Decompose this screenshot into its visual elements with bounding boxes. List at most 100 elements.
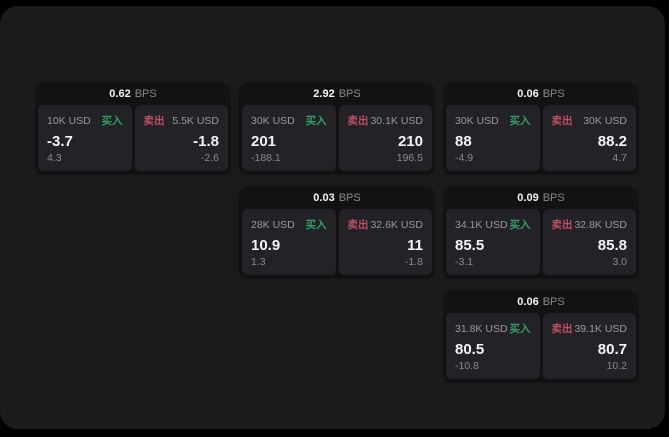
buy-amount-label: 30K USD [455, 114, 499, 127]
quote-card: 0.09 BPS 34.1K USD 买入 85.5 -3.1 卖出 32.8K… [443, 187, 639, 279]
buy-panel-header: 28K USD 买入 [251, 217, 327, 232]
buy-panel[interactable]: 28K USD 买入 10.9 1.3 [242, 209, 336, 275]
buy-panel[interactable]: 10K USD 买入 -3.7 4.3 [38, 105, 132, 171]
buy-delta-value: -3.1 [455, 256, 474, 268]
quote-panels: 30K USD 买入 88 -4.9 卖出 30K USD 88.2 4.7 [446, 105, 636, 171]
sell-amount-label: 39.1K USD [574, 322, 627, 335]
quote-card: 0.06 BPS 31.8K USD 买入 80.5 -10.8 卖出 39.1… [443, 291, 639, 383]
buy-side-label: 买入 [509, 219, 531, 231]
buy-side-label: 买入 [509, 115, 531, 127]
buy-panel-header: 31.8K USD 买入 [455, 321, 531, 336]
buy-delta-value: -10.8 [455, 360, 479, 372]
buy-price-value: -3.7 [47, 132, 73, 150]
buy-panel[interactable]: 30K USD 买入 201 -188.1 [242, 105, 336, 171]
sell-panel[interactable]: 卖出 39.1K USD 80.7 10.2 [542, 313, 636, 379]
bps-value: 0.09 [517, 192, 539, 204]
sell-panel[interactable]: 卖出 30K USD 88.2 4.7 [542, 105, 636, 171]
quote-card: 0.06 BPS 30K USD 买入 88 -4.9 卖出 30K USD 8… [443, 83, 639, 175]
bps-value: 2.92 [313, 88, 335, 100]
bps-unit-label: BPS [542, 296, 565, 308]
sell-panel-header: 卖出 5.5K USD [144, 113, 220, 128]
buy-delta-value: -188.1 [251, 152, 281, 164]
bps-value: 0.62 [109, 88, 131, 100]
buy-amount-label: 30K USD [251, 114, 295, 127]
bps-unit-label: BPS [338, 88, 361, 100]
sell-panel-header: 卖出 32.8K USD [552, 217, 628, 232]
app-background: 0.62 BPS 10K USD 买入 -3.7 4.3 卖出 5.5K USD… [0, 6, 665, 429]
bps-header: 0.06 BPS [446, 83, 636, 105]
buy-price-value: 88 [455, 132, 472, 150]
sell-panel-header: 卖出 30K USD [552, 113, 628, 128]
bps-unit-label: BPS [134, 88, 157, 100]
sell-panel[interactable]: 卖出 30.1K USD 210 196.5 [338, 105, 432, 171]
buy-panel-header: 10K USD 买入 [47, 113, 123, 128]
buy-price-value: 80.5 [455, 340, 485, 358]
sell-side-label: 卖出 [347, 219, 369, 231]
sell-panel[interactable]: 卖出 32.6K USD 11 -1.8 [338, 209, 432, 275]
sell-amount-label: 32.6K USD [370, 218, 423, 231]
buy-amount-label: 10K USD [47, 114, 91, 127]
sell-price-value: 210 [397, 132, 423, 150]
buy-side-label: 买入 [305, 115, 327, 127]
buy-amount-label: 28K USD [251, 218, 295, 231]
bps-header: 2.92 BPS [242, 83, 432, 105]
bps-value: 0.06 [517, 88, 539, 100]
bps-header: 0.62 BPS [38, 83, 228, 105]
bps-unit-label: BPS [338, 192, 361, 204]
bps-header: 0.09 BPS [446, 187, 636, 209]
buy-panel-header: 30K USD 买入 [251, 113, 327, 128]
sell-delta-value: -2.6 [200, 152, 219, 164]
quote-panels: 34.1K USD 买入 85.5 -3.1 卖出 32.8K USD 85.8… [446, 209, 636, 275]
bps-header: 0.06 BPS [446, 291, 636, 313]
buy-price-value: 85.5 [455, 236, 485, 254]
buy-side-label: 买入 [305, 219, 327, 231]
sell-panel-header: 卖出 39.1K USD [552, 321, 628, 336]
sell-panel-header: 卖出 32.6K USD [348, 217, 424, 232]
sell-delta-value: 196.5 [396, 152, 423, 164]
sell-delta-value: 4.7 [612, 152, 627, 164]
sell-side-label: 卖出 [551, 115, 573, 127]
sell-side-label: 卖出 [347, 115, 369, 127]
quote-card: 2.92 BPS 30K USD 买入 201 -188.1 卖出 30.1K … [239, 83, 435, 175]
sell-amount-label: 30K USD [583, 114, 627, 127]
sell-panel[interactable]: 卖出 32.8K USD 85.8 3.0 [542, 209, 636, 275]
bps-value: 0.06 [517, 296, 539, 308]
sell-price-value: -1.8 [193, 132, 219, 150]
sell-price-value: 80.7 [597, 340, 627, 358]
buy-side-label: 买入 [509, 323, 531, 335]
buy-side-label: 买入 [101, 115, 123, 127]
sell-delta-value: -1.8 [404, 256, 423, 268]
sell-delta-value: 3.0 [612, 256, 627, 268]
buy-panel[interactable]: 30K USD 买入 88 -4.9 [446, 105, 540, 171]
buy-amount-label: 34.1K USD [455, 218, 508, 231]
sell-amount-label: 32.8K USD [574, 218, 627, 231]
quote-panels: 28K USD 买入 10.9 1.3 卖出 32.6K USD 11 -1.8 [242, 209, 432, 275]
sell-price-value: 88.2 [597, 132, 627, 150]
buy-amount-label: 31.8K USD [455, 322, 508, 335]
sell-side-label: 卖出 [143, 115, 165, 127]
sell-panel-header: 卖出 30.1K USD [348, 113, 424, 128]
sell-panel[interactable]: 卖出 5.5K USD -1.8 -2.6 [134, 105, 228, 171]
bps-unit-label: BPS [542, 192, 565, 204]
quote-panels: 30K USD 买入 201 -188.1 卖出 30.1K USD 210 1… [242, 105, 432, 171]
sell-side-label: 卖出 [551, 323, 573, 335]
sell-amount-label: 30.1K USD [370, 114, 423, 127]
buy-price-value: 201 [251, 132, 277, 150]
buy-panel[interactable]: 34.1K USD 买入 85.5 -3.1 [446, 209, 540, 275]
buy-price-value: 10.9 [251, 236, 281, 254]
quote-panels: 31.8K USD 买入 80.5 -10.8 卖出 39.1K USD 80.… [446, 313, 636, 379]
bps-header: 0.03 BPS [242, 187, 432, 209]
sell-delta-value: 10.2 [606, 360, 627, 372]
buy-panel[interactable]: 31.8K USD 买入 80.5 -10.8 [446, 313, 540, 379]
buy-panel-header: 30K USD 买入 [455, 113, 531, 128]
quote-card: 0.62 BPS 10K USD 买入 -3.7 4.3 卖出 5.5K USD… [35, 83, 231, 175]
bps-unit-label: BPS [542, 88, 565, 100]
sell-amount-label: 5.5K USD [172, 114, 219, 127]
sell-price-value: 85.8 [597, 236, 627, 254]
buy-panel-header: 34.1K USD 买入 [455, 217, 531, 232]
buy-delta-value: -4.9 [455, 152, 474, 164]
quote-cards-grid: 0.62 BPS 10K USD 买入 -3.7 4.3 卖出 5.5K USD… [35, 83, 639, 383]
buy-delta-value: 4.3 [47, 152, 62, 164]
sell-side-label: 卖出 [551, 219, 573, 231]
bps-value: 0.03 [313, 192, 335, 204]
